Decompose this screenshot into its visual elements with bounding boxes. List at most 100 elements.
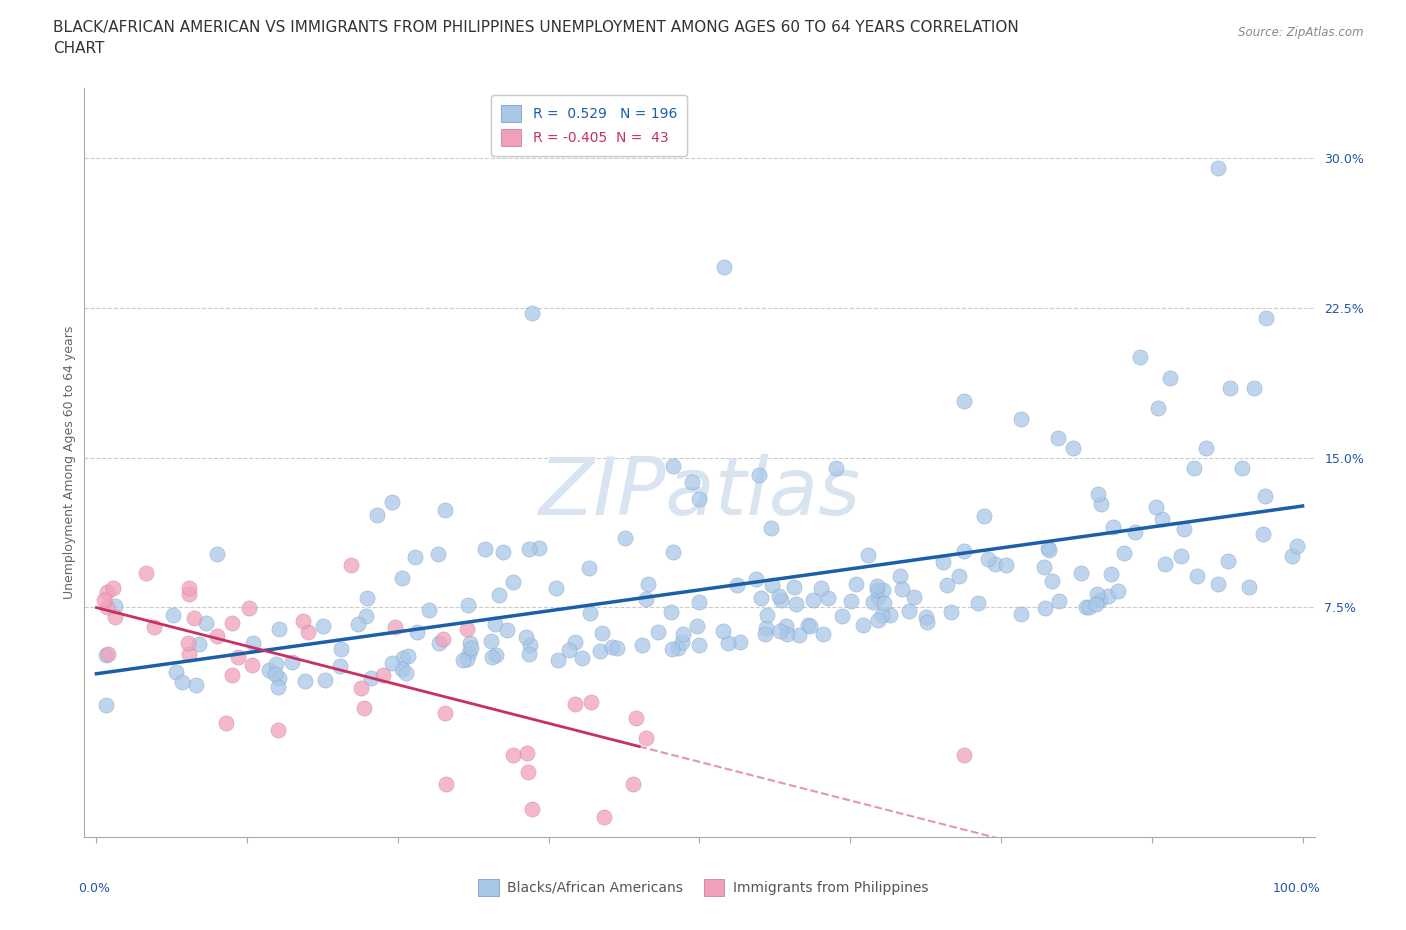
Point [801,593,824,608]
Point [1239,579,1261,594]
Point [433,706,456,721]
Point [207,546,229,561]
Point [215,715,238,730]
Point [474,541,496,556]
Point [1243,380,1265,395]
Point [711,623,734,638]
Point [725,578,748,592]
Point [484,617,506,631]
Point [183,611,205,626]
Point [897,604,920,618]
Point [179,580,201,595]
Point [517,764,540,779]
Point [564,697,586,711]
Point [292,614,315,629]
Point [496,623,519,638]
Point [228,650,250,665]
Point [547,653,569,668]
Point [353,700,375,715]
Point [845,577,868,591]
Point [267,723,290,737]
Point [659,604,682,619]
Point [744,572,766,587]
Point [96,585,118,600]
Point [267,671,290,685]
Point [391,661,413,676]
Point [754,620,776,635]
Point [519,541,541,556]
Text: CHART: CHART [53,41,105,56]
Point [600,640,623,655]
Point [557,643,579,658]
Point [458,636,481,651]
Point [592,810,614,825]
Point [571,651,593,666]
Point [432,631,454,646]
Point [529,540,551,555]
Point [350,681,373,696]
Point [96,600,118,615]
Point [1146,400,1168,415]
Point [672,626,695,641]
Point [768,624,790,639]
Point [775,627,797,642]
Point [1195,440,1218,455]
Point [242,635,264,650]
Point [1069,565,1091,580]
Point [1046,431,1069,445]
Point [862,595,884,610]
Point [995,557,1018,572]
Point [314,672,336,687]
Point [515,630,537,644]
Point [104,610,127,625]
Point [1114,545,1136,560]
Point [104,598,127,613]
Point [96,646,118,661]
Point [221,667,243,682]
Point [479,634,502,649]
Point [579,605,602,620]
Point [1182,460,1205,475]
Point [799,618,821,633]
Point [890,581,912,596]
Point [502,748,524,763]
Point [839,594,862,609]
Point [636,591,658,606]
Point [796,618,818,632]
Point [93,592,115,607]
Point [948,568,970,583]
Point [360,671,382,685]
Point [626,711,648,725]
Point [813,626,835,641]
Point [688,594,710,609]
Point [662,544,685,559]
Point [456,652,478,667]
Point [761,578,783,592]
Point [488,587,510,602]
Point [973,509,995,524]
Point [1033,559,1056,574]
Text: Source: ZipAtlas.com: Source: ZipAtlas.com [1239,26,1364,39]
Point [312,618,335,633]
Point [1033,601,1056,616]
Point [1129,350,1152,365]
Point [953,543,976,558]
Point [356,591,378,605]
Point [647,624,669,639]
Point [356,609,378,624]
Point [666,640,689,655]
Point [1256,311,1278,325]
Point [395,666,418,681]
Point [688,491,710,506]
Point [1047,593,1070,608]
Point [457,645,479,660]
Point [662,458,685,473]
Point [1010,412,1032,427]
Point [1077,600,1099,615]
Point [1076,600,1098,615]
Point [630,637,652,652]
Point [184,678,207,693]
Point [564,634,586,649]
Point [517,647,540,662]
Point [785,597,807,612]
